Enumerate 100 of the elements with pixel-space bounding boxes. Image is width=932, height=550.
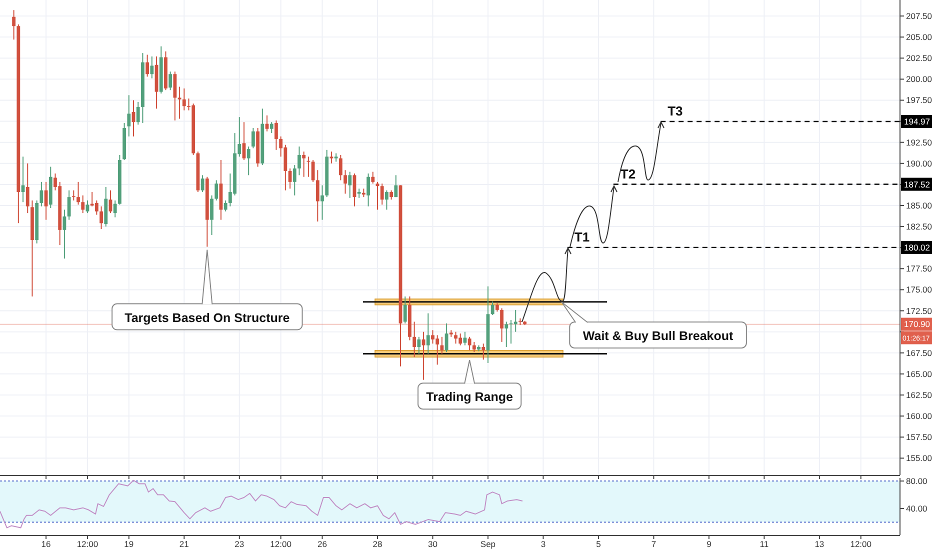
candlestick: [390, 190, 394, 200]
x-tick-label: 12:00: [270, 539, 292, 549]
candlestick: [371, 171, 375, 184]
y-tick-label: 177.50: [906, 264, 932, 274]
candlestick: [417, 336, 421, 354]
x-tick-label: Sep: [480, 539, 496, 549]
candlestick: [182, 88, 186, 111]
candlestick: [40, 181, 44, 207]
candlestick: [302, 151, 306, 178]
candlestick: [81, 194, 85, 214]
candlestick: [357, 188, 361, 198]
y-tick-label: 160.00: [906, 411, 932, 422]
candlestick: [251, 128, 255, 149]
candlestick: [500, 308, 504, 342]
y-tick-label: 155.00: [906, 453, 932, 464]
candlestick: [26, 162, 30, 214]
candlestick: [67, 190, 71, 220]
candlestick: [224, 200, 228, 212]
y-tick-label: 205.00: [906, 32, 932, 42]
annotation: T3: [668, 104, 683, 119]
candlestick: [422, 331, 426, 380]
candlestick: [270, 122, 274, 134]
candlestick: [242, 122, 246, 161]
callout: Wait & Buy Bull Breakout: [561, 301, 747, 348]
x-tick-label: 28: [372, 539, 382, 549]
x-tick-label: 30: [428, 539, 438, 549]
candlestick: [210, 194, 214, 236]
candlestick: [298, 146, 301, 176]
x-tick-label: 13: [814, 539, 824, 549]
candlestick: [316, 170, 320, 222]
candlestick: [344, 170, 347, 194]
candlestick: [200, 174, 204, 193]
candlestick: [72, 190, 76, 201]
candlestick: [504, 321, 508, 348]
x-tick-label: 5: [596, 539, 602, 549]
callout: Trading Range: [418, 360, 522, 410]
candlestick: [178, 86, 182, 120]
y-tick-label: 165.00: [906, 368, 932, 379]
y-tick-label: 175.00: [906, 284, 932, 295]
y-tick-label: 162.50: [906, 390, 932, 400]
candlestick: [320, 184, 324, 220]
x-tick-label: 26: [318, 539, 328, 549]
y-tick-label: 185.00: [906, 200, 932, 210]
y-tick-label: 167.50: [906, 348, 932, 358]
candlestick: [394, 174, 398, 198]
candlestick: [146, 54, 150, 78]
candlestick: [100, 206, 103, 230]
x-tick-label: 12:00: [850, 539, 872, 549]
candlestick: [440, 336, 444, 354]
candlestick: [380, 183, 384, 206]
candlestick: [108, 190, 112, 214]
candlestick: [86, 200, 90, 214]
ref-line-label: 170.90: [904, 319, 930, 330]
candlestick: [150, 56, 154, 79]
y-tick-label: 192.50: [906, 137, 932, 148]
candlestick: [12, 10, 16, 40]
candlestick: [330, 151, 334, 164]
ref-line-label: 194.97: [904, 116, 930, 127]
x-tick-label: 9: [706, 539, 712, 549]
candlestick: [338, 154, 342, 181]
x-tick-label: 7: [651, 539, 656, 549]
x-tick-label: 11: [760, 539, 769, 549]
candlestick: [94, 200, 98, 216]
y-tick-label: 207.50: [906, 11, 932, 21]
candlestick: [246, 146, 250, 176]
candlestick: [366, 172, 370, 207]
candlestick: [348, 171, 352, 198]
candlestick: [136, 101, 140, 126]
y-tick-label: 172.50: [906, 306, 932, 316]
annotation: Targets Based On Structure: [124, 310, 290, 325]
y-tick-label: 182.50: [906, 222, 932, 232]
candlestick: [113, 200, 117, 218]
x-tick-label: 21: [179, 539, 190, 549]
candlestick: [385, 190, 388, 210]
candlestick: [127, 94, 131, 137]
y-tick-label: 197.50: [906, 95, 932, 106]
annotation: Trading Range: [426, 390, 514, 404]
candlestick: [514, 309, 518, 332]
candlestick: [490, 301, 494, 316]
candlestick: [412, 321, 416, 358]
y-tick-label: 157.50: [906, 432, 932, 442]
x-tick-label: 12:00: [76, 539, 98, 549]
candlestick: [472, 341, 476, 353]
candlestick: [76, 181, 80, 206]
candlestick: [214, 180, 218, 201]
y-tick-label: 200.00: [906, 74, 932, 84]
candlestick: [173, 71, 177, 121]
y-tick-label: 202.50: [906, 53, 932, 64]
candlestick: [426, 312, 430, 354]
ref-line-label: 187.52: [904, 179, 930, 190]
annotation: Wait & Buy Bull Breakout: [582, 328, 734, 343]
callout: Targets Based On Structure: [112, 249, 303, 330]
x-tick-label: 16: [41, 539, 52, 549]
y-tick-label: 190.00: [906, 158, 932, 168]
candlestick: [292, 164, 296, 196]
candlestick: [168, 71, 172, 91]
candlestick: [403, 296, 407, 324]
candlestick: [468, 336, 472, 351]
x-tick-label: 19: [124, 539, 134, 549]
candlestick: [274, 120, 278, 150]
